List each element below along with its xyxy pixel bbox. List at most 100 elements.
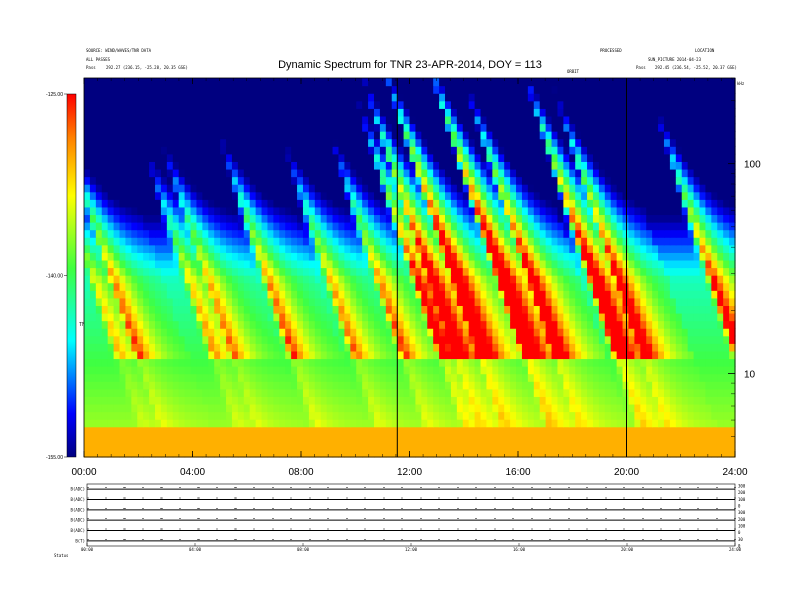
spectrogram-cell	[149, 290, 156, 299]
spectrogram-cell	[202, 396, 209, 405]
spectrogram-cell	[587, 176, 594, 185]
spectrogram-cell	[155, 434, 162, 443]
spectrogram-cell	[373, 123, 381, 132]
spectrogram-cell	[113, 153, 121, 162]
spectrogram-cell	[622, 403, 630, 413]
spectrogram-cell	[421, 305, 428, 314]
spectrogram-cell	[687, 153, 695, 162]
spectrogram-cell	[314, 335, 322, 344]
spectrogram-cell	[397, 168, 405, 178]
spectrogram-cell	[592, 168, 600, 178]
spectrogram-cell	[439, 275, 446, 284]
spectrogram-cell	[273, 335, 280, 344]
spectrogram-cell	[385, 153, 393, 162]
spectrogram-cell	[155, 426, 162, 435]
spectrogram-cell	[699, 343, 707, 352]
spectrogram-cell	[261, 426, 269, 435]
spectrogram-cell	[190, 229, 198, 238]
spectrogram-cell	[320, 358, 328, 367]
spectrogram-cell	[143, 343, 150, 352]
spectrogram-cell	[658, 184, 665, 193]
spectrogram-cell	[101, 419, 109, 428]
spectrogram-cell	[486, 161, 493, 170]
spectrogram-cell	[634, 229, 641, 238]
spectrogram-cell	[699, 411, 707, 420]
spectrogram-cell	[84, 419, 91, 428]
spectrogram-cell	[569, 312, 576, 322]
spectrogram-cell	[498, 168, 505, 178]
spectrogram-cell	[326, 366, 334, 375]
spectrogram-cell	[226, 312, 233, 322]
spectrogram-cell	[249, 184, 257, 193]
spectrogram-cell	[208, 115, 215, 125]
spectrogram-cell	[285, 449, 292, 458]
spectrogram-cell	[622, 396, 630, 405]
spectrogram-cell	[699, 419, 707, 428]
spectrogram-cell	[575, 328, 582, 337]
spectrogram-cell	[332, 244, 340, 253]
spectrogram-cell	[510, 358, 517, 367]
spectrogram-cell	[604, 146, 612, 155]
spectrogram-cell	[640, 267, 647, 276]
spectrogram-cell	[326, 381, 334, 390]
spectrogram-cell	[527, 252, 535, 261]
spectrogram-cell	[190, 441, 198, 451]
spectrogram-cell	[220, 259, 227, 269]
spectrogram-cell	[480, 328, 488, 337]
spectrogram-cell	[498, 328, 505, 337]
spectrogram-cell	[717, 184, 724, 193]
spectrogram-cell	[521, 411, 529, 420]
spectrogram-cell	[95, 282, 103, 291]
spectrogram-cell	[149, 191, 156, 200]
spectrogram-cell	[95, 176, 103, 185]
spectrogram-cell	[675, 449, 683, 458]
spectrogram-cell	[646, 184, 653, 193]
spectrogram-cell	[521, 358, 529, 367]
spectrogram-cell	[533, 426, 541, 435]
spectrogram-cell	[575, 184, 582, 193]
spectrogram-cell	[379, 138, 387, 147]
spectrogram-cell	[285, 320, 292, 329]
spectrogram-cell	[480, 115, 488, 125]
spectrogram-cell	[237, 267, 245, 276]
spectrogram-cell	[516, 373, 523, 382]
spectrogram-cell	[84, 411, 91, 420]
spectrogram-cell	[693, 131, 701, 140]
spectrogram-cell	[190, 373, 198, 382]
spectrogram-cell	[84, 259, 91, 269]
spectrogram-cell	[498, 290, 505, 299]
spectrogram-cell	[302, 252, 310, 261]
spectrogram-cell	[403, 312, 411, 322]
spectrogram-cell	[415, 115, 422, 125]
spectrogram-cell	[539, 138, 547, 147]
spectrogram-cell	[356, 312, 363, 322]
spectrogram-cell	[160, 290, 168, 299]
spectrogram-cell	[510, 282, 517, 291]
spectrogram-cell	[545, 320, 553, 329]
spectrogram-cell	[681, 176, 689, 185]
spectrogram-cell	[587, 290, 594, 299]
spectrogram-cell	[362, 229, 369, 238]
spectrogram-cell	[717, 131, 724, 140]
spectrogram-cell	[89, 191, 97, 200]
spectrogram-cell	[598, 403, 606, 413]
spectrogram-cell	[521, 381, 529, 390]
spectrogram-cell	[350, 168, 357, 178]
spectrogram-cell	[190, 335, 198, 344]
spectrogram-cell	[663, 161, 671, 170]
spectrogram-cell	[557, 138, 564, 147]
spectrogram-cell	[297, 138, 304, 147]
spectrogram-cell	[492, 403, 499, 413]
spectrogram-cell	[231, 275, 239, 284]
spectrogram-cell	[421, 426, 428, 435]
spectrogram-cell	[89, 297, 97, 306]
spectrogram-cell	[214, 441, 221, 451]
spectrogram-cell	[486, 290, 493, 299]
spectrogram-cell	[604, 358, 612, 367]
spectrogram-cell	[356, 237, 363, 246]
spectrogram-cell	[527, 153, 535, 162]
spectrogram-cell	[344, 343, 351, 352]
spectrogram-cell	[409, 206, 417, 216]
spectrogram-cell	[373, 419, 381, 428]
spectrogram-cell	[326, 222, 334, 231]
